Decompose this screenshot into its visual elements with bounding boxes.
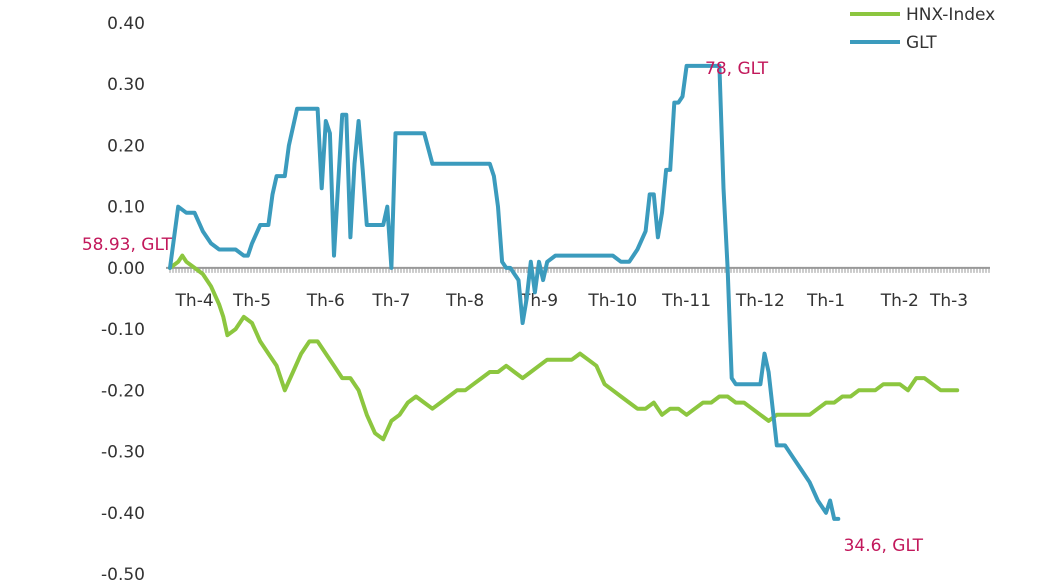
data-label: 34.6, GLT bbox=[844, 536, 924, 556]
y-tick-label: -0.10 bbox=[101, 320, 145, 340]
y-tick-label: -0.30 bbox=[101, 443, 145, 463]
data-label: 58.93, GLT bbox=[82, 235, 173, 255]
y-axis: 0.40 0.30 0.20 0.10 0.00 -0.10 -0.20 -0.30 -0.40… bbox=[101, 14, 145, 584]
y-tick-label: -0.20 bbox=[101, 381, 145, 401]
data-label: 78, GLT bbox=[705, 59, 769, 79]
x-tick-label: Th-6 bbox=[306, 291, 345, 311]
x-tick-label: Th-10 bbox=[587, 291, 637, 311]
y-tick-label: 0.00 bbox=[107, 259, 145, 279]
x-tick-label: Th-4 bbox=[175, 291, 214, 311]
series-layer bbox=[168, 63, 960, 521]
y-tick-label: -0.50 bbox=[101, 565, 145, 584]
y-tick-label: 0.30 bbox=[107, 75, 145, 95]
y-tick-label: 0.40 bbox=[107, 14, 145, 34]
legend-label: GLT bbox=[906, 33, 937, 53]
y-tick-label: 0.10 bbox=[107, 198, 145, 218]
annotations: 58.93, GLT 78, GLT 34.6, GLT bbox=[82, 59, 924, 556]
x-tick-label: Th-1 bbox=[806, 291, 845, 311]
x-axis: Th-4 Th-5 Th-6 Th-7 Th-8 Th-9 Th-10 Th-11 Th-12 T… bbox=[166, 266, 990, 311]
x-tick-label: Th-2 bbox=[880, 291, 919, 311]
x-tick-label: Th-3 bbox=[929, 291, 968, 311]
x-tick-label: Th-8 bbox=[445, 291, 484, 311]
y-tick-label: 0.20 bbox=[107, 136, 145, 156]
legend: HNX-Index GLT bbox=[850, 5, 995, 53]
x-tick-label: Th-7 bbox=[371, 291, 410, 311]
x-tick-label: Th-12 bbox=[735, 291, 785, 311]
x-tick-label: Th-5 bbox=[232, 291, 271, 311]
series-line-glt bbox=[168, 63, 841, 521]
y-tick-label: -0.40 bbox=[101, 504, 145, 524]
series-line-hnx-index bbox=[168, 253, 960, 442]
legend-label: HNX-Index bbox=[906, 5, 995, 25]
x-tick-label: Th-11 bbox=[661, 291, 711, 311]
